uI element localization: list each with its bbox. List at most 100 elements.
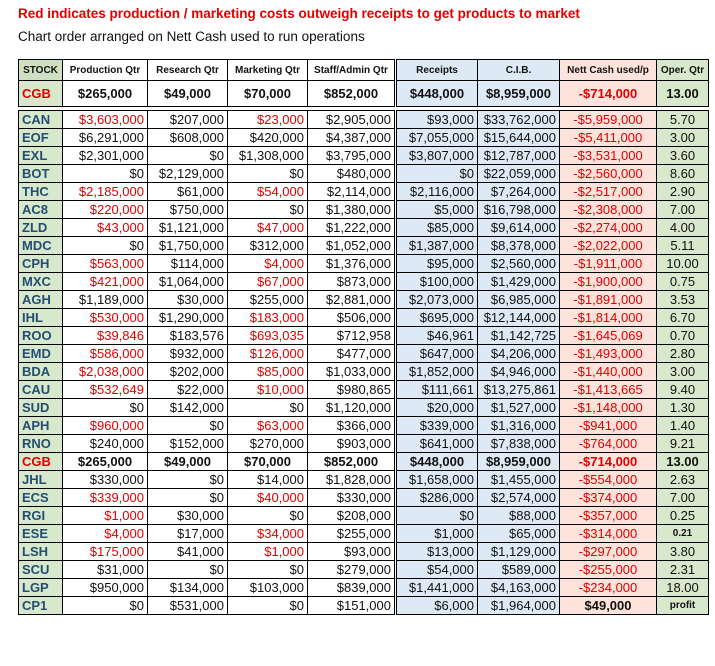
marketing-cell: $183,000: [227, 308, 308, 327]
oper-qtr-cell: 1.30: [656, 398, 709, 417]
staff-cell: $1,222,000: [307, 218, 396, 237]
research-cell: $152,000: [147, 434, 228, 453]
table-row: CGB $265,000 $49,000 $70,000 $852,000 $448,00…: [18, 452, 709, 471]
research-cell: $30,000: [147, 506, 228, 525]
marketing-cell: $14,000: [227, 470, 308, 489]
table-row: BOT $0 $2,129,000 $0 $480,000 $0 $22,059,000 -$…: [18, 164, 709, 183]
oper-qtr-cell: 0.70: [656, 326, 709, 345]
production-cell: $330,000: [62, 470, 148, 489]
oper-qtr-cell: 10.00: [656, 254, 709, 273]
oper-qtr-cell: 4.00: [656, 218, 709, 237]
nett-cash-cell: -$255,000: [559, 560, 657, 579]
staff-cell: $1,033,000: [307, 362, 396, 381]
page-title: Red indicates production / marketing cos…: [18, 6, 580, 21]
cib-cell: $8,378,000: [477, 236, 560, 255]
staff-cell: $477,000: [307, 344, 396, 363]
production-cell: $220,000: [62, 200, 148, 219]
stock-cell: ZLD: [18, 218, 63, 237]
oper-qtr-cell: 1.40: [656, 416, 709, 435]
table-row: AGH $1,189,000 $30,000 $255,000 $2,881,000 $2…: [18, 290, 709, 309]
staff-cell: $1,828,000: [307, 470, 396, 489]
receipts-cell: $641,000: [394, 434, 478, 453]
table-row: EMD $586,000 $932,000 $126,000 $477,000 $647,…: [18, 344, 709, 363]
marketing-cell: $312,000: [227, 236, 308, 255]
cib-cell: $7,264,000: [477, 182, 560, 201]
production-cell: $39,846: [62, 326, 148, 345]
nett-cash-cell: -$1,891,000: [559, 290, 657, 309]
header-marketing: Marketing Qtr: [227, 59, 308, 81]
stock-cell: LSH: [18, 542, 63, 561]
oper-qtr-cell: 0.21: [656, 524, 709, 543]
research-cell: $0: [147, 488, 228, 507]
research-cell: $61,000: [147, 182, 228, 201]
table-row: SCU $31,000 $0 $0 $279,000 $54,000 $589,000 -$2…: [18, 560, 709, 579]
stock-cell: BOT: [18, 164, 63, 183]
cib-cell: $12,787,000: [477, 146, 560, 165]
production-cell: $586,000: [62, 344, 148, 363]
stock-cell: EOF: [18, 128, 63, 147]
receipts-cell: $6,000: [394, 596, 478, 615]
research-cell: $1,290,000: [147, 308, 228, 327]
nett-cash-cell: -$1,814,000: [559, 308, 657, 327]
nett-cash-cell: -$1,900,000: [559, 272, 657, 291]
summary-row: CGB $265,000 $49,000 $70,000 $852,000 $4…: [18, 80, 709, 107]
staff-cell: $506,000: [307, 308, 396, 327]
receipts-cell: $5,000: [394, 200, 478, 219]
production-cell: $339,000: [62, 488, 148, 507]
nett-cash-cell: -$2,308,000: [559, 200, 657, 219]
receipts-cell: $20,000: [394, 398, 478, 417]
staff-cell: $279,000: [307, 560, 396, 579]
receipts-cell: $0: [394, 506, 478, 525]
table-row: CP1 $0 $531,000 $0 $151,000 $6,000 $1,964,000 $…: [18, 596, 709, 615]
receipts-cell: $448,000: [394, 452, 478, 471]
staff-cell: $3,795,000: [307, 146, 396, 165]
production-cell: $3,603,000: [62, 110, 148, 129]
stock-cell: LGP: [18, 578, 63, 597]
stock-cell: SCU: [18, 560, 63, 579]
staff-cell: $93,000: [307, 542, 396, 561]
stock-cell: IHL: [18, 308, 63, 327]
marketing-cell: $0: [227, 398, 308, 417]
header-research: Research Qtr: [147, 59, 228, 81]
receipts-cell: $286,000: [394, 488, 478, 507]
cib-cell: $13,275,861: [477, 380, 560, 399]
cib-cell: $16,798,000: [477, 200, 560, 219]
table-row: MXC $421,000 $1,064,000 $67,000 $873,000 $100…: [18, 272, 709, 291]
staff-cell: $480,000: [307, 164, 396, 183]
header-receipts: Receipts: [394, 59, 478, 81]
table-row: RNO $240,000 $152,000 $270,000 $903,000 $641,…: [18, 434, 709, 453]
production-cell: $265,000: [62, 452, 148, 471]
oper-qtr-cell: 0.75: [656, 272, 709, 291]
stock-cell: ROO: [18, 326, 63, 345]
nett-cash-cell: -$1,493,000: [559, 344, 657, 363]
oper-qtr-cell: 5.11: [656, 236, 709, 255]
staff-cell: $1,120,000: [307, 398, 396, 417]
receipts-cell: $1,852,000: [394, 362, 478, 381]
research-cell: $932,000: [147, 344, 228, 363]
oper-qtr-cell: 7.00: [656, 200, 709, 219]
marketing-cell: $0: [227, 506, 308, 525]
stock-cell: SUD: [18, 398, 63, 417]
production-cell: $31,000: [62, 560, 148, 579]
marketing-cell: $47,000: [227, 218, 308, 237]
cib-cell: $1,527,000: [477, 398, 560, 417]
nett-cash-cell: -$1,440,000: [559, 362, 657, 381]
stock-cell: AGH: [18, 290, 63, 309]
table-row: THC $2,185,000 $61,000 $54,000 $2,114,000 $2,…: [18, 182, 709, 201]
marketing-cell: $420,000: [227, 128, 308, 147]
research-cell: $2,129,000: [147, 164, 228, 183]
stock-cell: ECS: [18, 488, 63, 507]
cib-cell: $1,964,000: [477, 596, 560, 615]
nett-cash-cell: -$1,911,000: [559, 254, 657, 273]
research-cell: $22,000: [147, 380, 228, 399]
staff-cell: $255,000: [307, 524, 396, 543]
research-cell: $114,000: [147, 254, 228, 273]
research-cell: $1,064,000: [147, 272, 228, 291]
receipts-cell: $1,441,000: [394, 578, 478, 597]
staff-cell: $2,114,000: [307, 182, 396, 201]
marketing-cell: $693,035: [227, 326, 308, 345]
stock-cell: CPH: [18, 254, 63, 273]
cib-cell: $1,142,725: [477, 326, 560, 345]
summary-staff: $852,000: [307, 80, 396, 107]
research-cell: $1,121,000: [147, 218, 228, 237]
